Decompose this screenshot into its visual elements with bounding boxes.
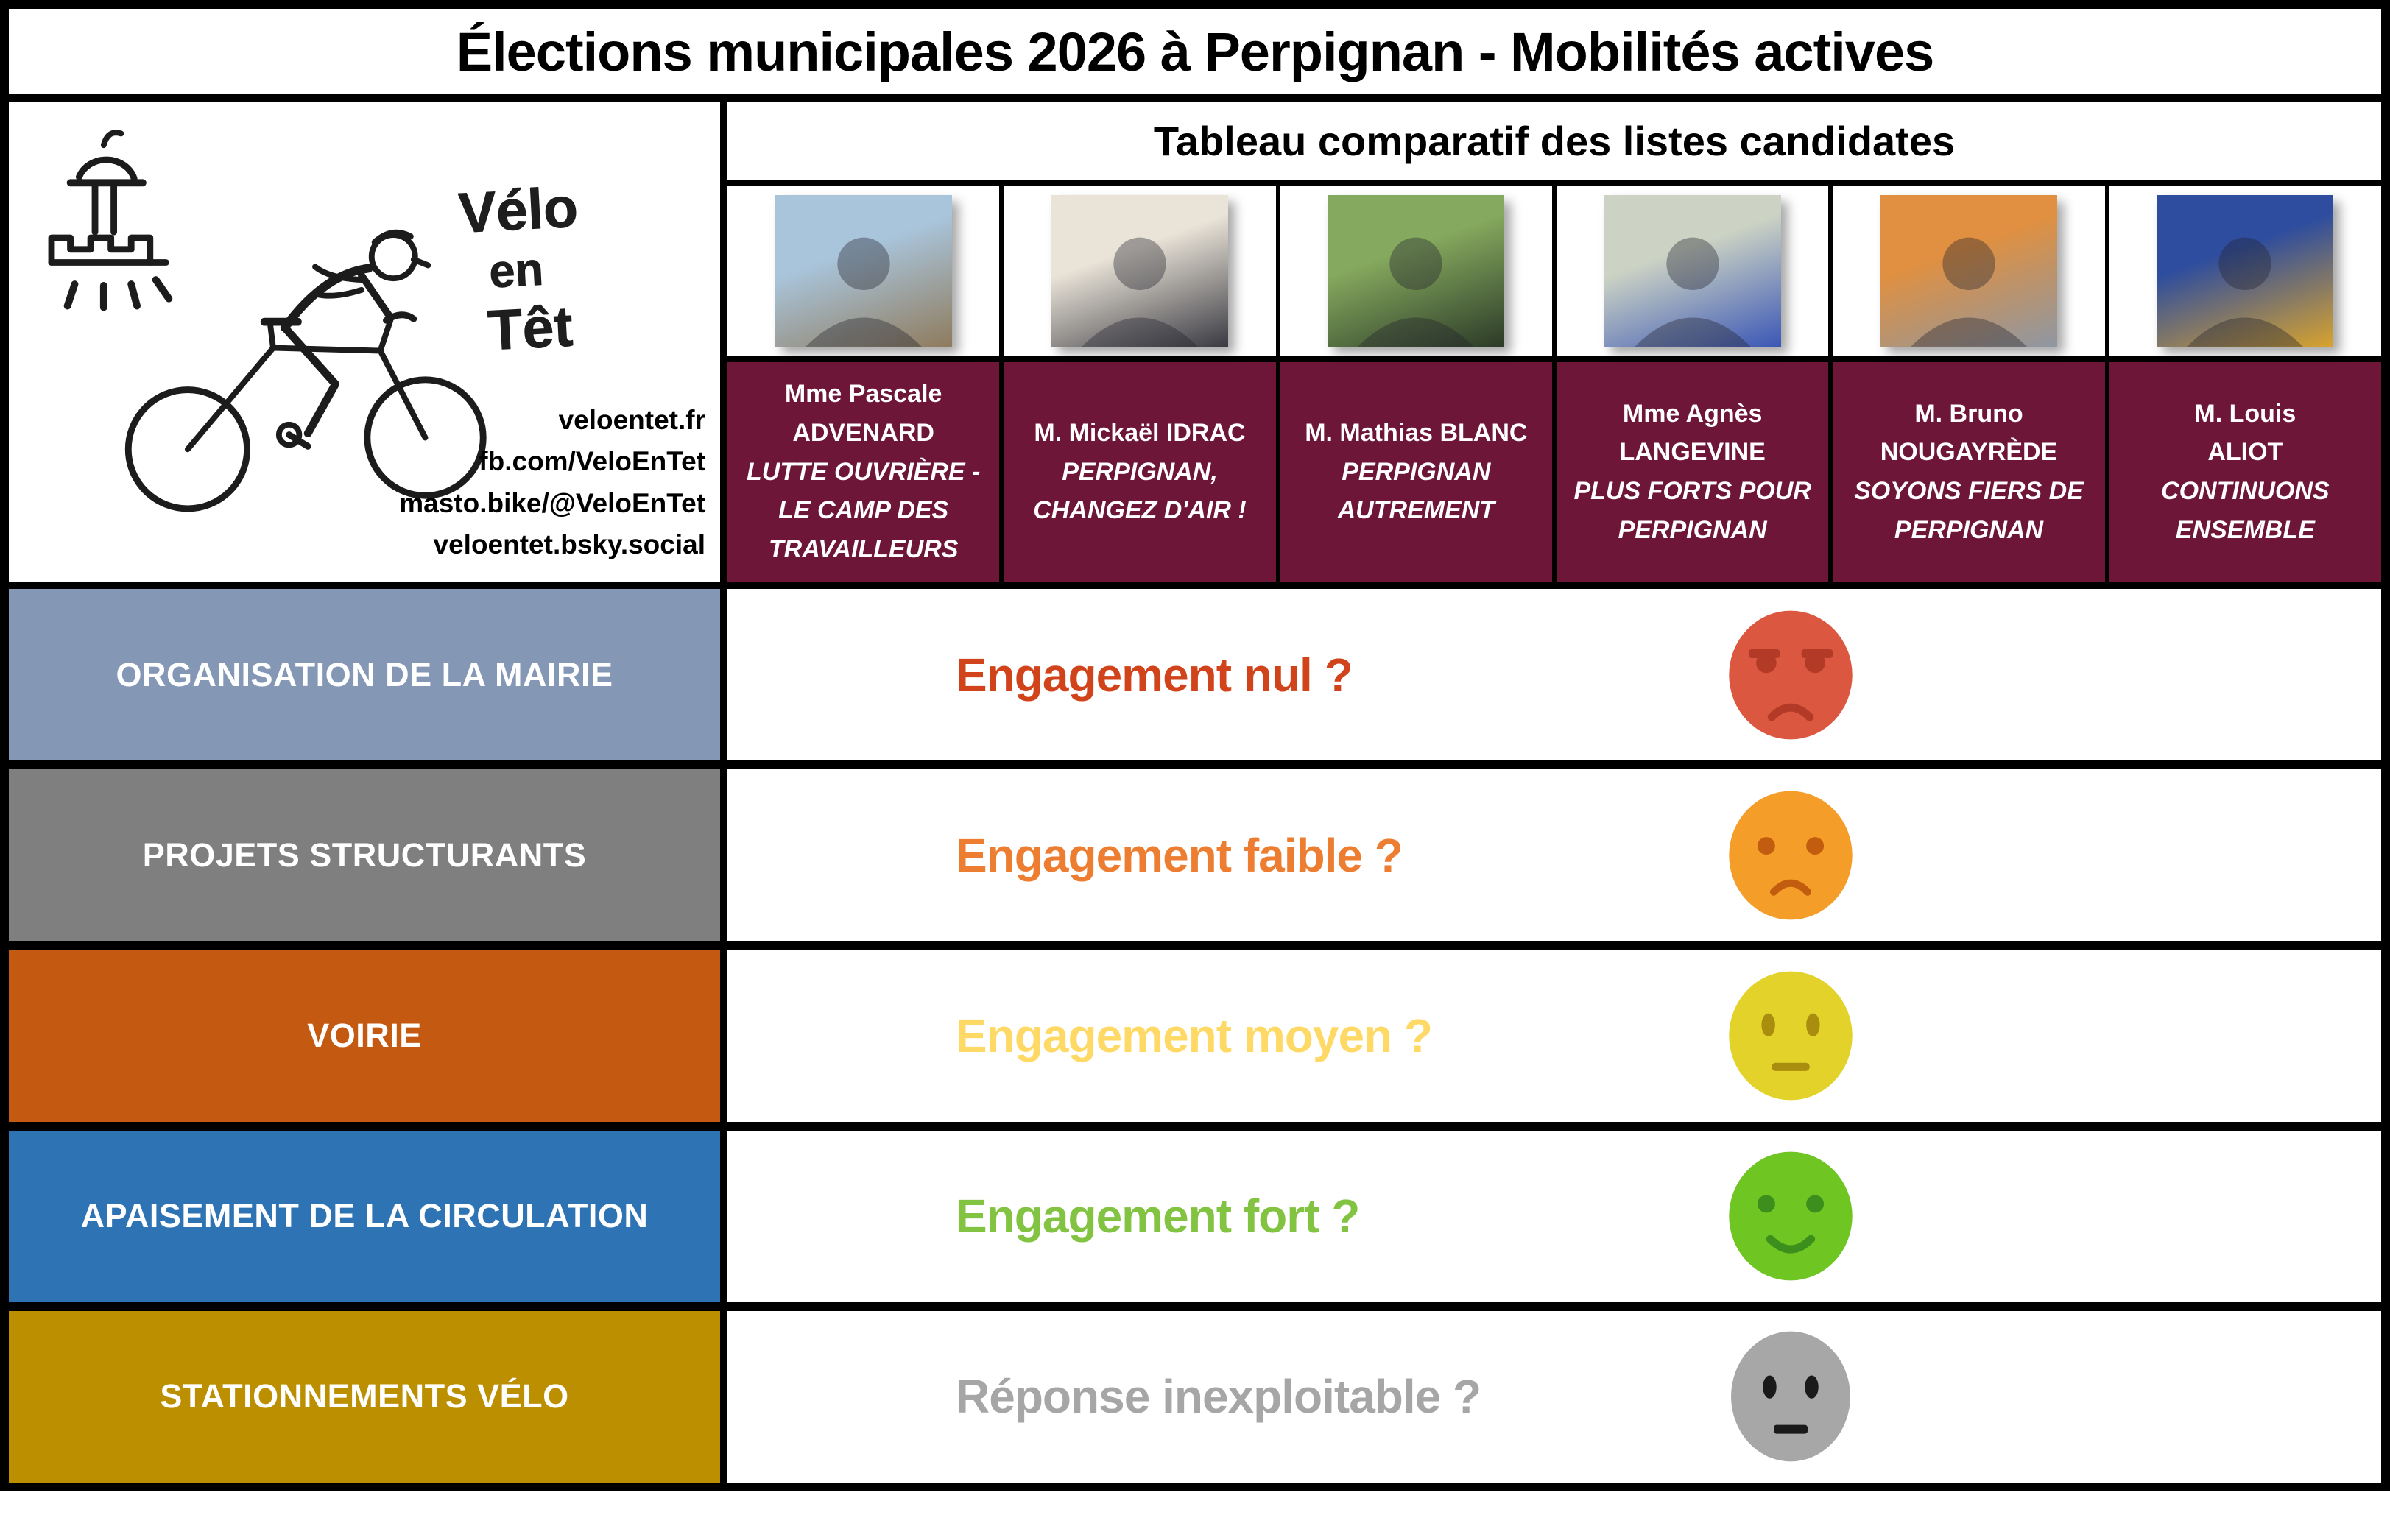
candidate-photo-row bbox=[727, 186, 2381, 356]
rating-label: Engagement moyen ? bbox=[956, 1009, 1433, 1062]
link-facebook[interactable]: fb.com/VeloEnTet bbox=[479, 446, 705, 477]
comparison-table: Élections municipales 2026 à Perpignan -… bbox=[0, 0, 2390, 1491]
candidate-photo-idrac bbox=[1051, 195, 1228, 347]
rating-label: Engagement nul ? bbox=[956, 648, 1353, 702]
legend-row-stationnements: STATIONNEMENTS VÉLO Réponse inexploitabl… bbox=[9, 1310, 2381, 1483]
candidate-header-idrac: M. Mickaël IDRAC PERPIGNAN, CHANGEZ D'AI… bbox=[1004, 362, 1276, 582]
castillet-tower-icon bbox=[48, 130, 173, 311]
logo-links: veloentet.fr fb.com/VeloEnTet masto.bike… bbox=[399, 400, 705, 565]
candidate-name: M. Bruno NOUGAYRÈDE bbox=[1880, 399, 2058, 467]
candidate-name: M. Mickaël IDRAC bbox=[1034, 418, 1246, 447]
link-bluesky[interactable]: veloentet.bsky.social bbox=[433, 529, 705, 559]
rating-legend: ORGANISATION DE LA MAIRIE Engagement nul… bbox=[9, 589, 2381, 1483]
candidate-header-nougayrede: M. Bruno NOUGAYRÈDE SOYONS FIERS DE PERP… bbox=[1833, 362, 2105, 582]
legend-row-organisation: ORGANISATION DE LA MAIRIE Engagement nul… bbox=[9, 589, 2381, 761]
logo-text-line3: Têt bbox=[487, 295, 574, 362]
candidate-list-name: PERPIGNAN AUTREMENT bbox=[1337, 457, 1495, 525]
category-label: VOIRIE bbox=[9, 950, 720, 1122]
candidate-header-advenard: Mme Pascale ADVENARD LUTTE OUVRIÈRE - LE… bbox=[727, 362, 1000, 582]
link-mastodon[interactable]: masto.bike/@VeloEnTet bbox=[399, 487, 705, 518]
candidate-photo-nougayrede bbox=[1880, 195, 2057, 347]
person-silhouette-icon bbox=[1082, 237, 1198, 347]
legend-row-projets: PROJETS STRUCTURANTS Engagement faible ? bbox=[9, 769, 2381, 942]
candidate-photo-advenard bbox=[775, 195, 952, 347]
velo-en-tet-logo: Vélo en Têt bbox=[48, 130, 579, 512]
candidate-name: Mme Pascale ADVENARD bbox=[784, 380, 942, 447]
link-website[interactable]: veloentet.fr bbox=[558, 405, 705, 436]
category-label: ORGANISATION DE LA MAIRIE bbox=[9, 589, 720, 761]
neutral-face-icon bbox=[1729, 971, 1853, 1101]
person-silhouette-icon bbox=[1358, 237, 1475, 347]
candidate-name: M. Louis ALIOT bbox=[2194, 399, 2296, 467]
person-silhouette-icon bbox=[2187, 237, 2304, 347]
candidate-list-name: PERPIGNAN, CHANGEZ D'AIR ! bbox=[1033, 457, 1247, 525]
candidate-photo-blanc bbox=[1328, 195, 1505, 347]
candidate-header-langevine: Mme Agnès LANGEVINE PLUS FORTS POUR PERP… bbox=[1557, 362, 1829, 582]
candidate-name-row: Mme Pascale ADVENARD LUTTE OUVRIÈRE - LE… bbox=[727, 362, 2381, 582]
legend-row-apaisement: APAISEMENT DE LA CIRCULATION Engagement … bbox=[9, 1130, 2381, 1302]
logo-text-line2: en bbox=[488, 244, 545, 298]
person-silhouette-icon bbox=[1634, 237, 1751, 347]
person-silhouette-icon bbox=[805, 237, 922, 347]
rating-label: Réponse inexploitable ? bbox=[956, 1370, 1481, 1424]
candidate-header-blanc: M. Mathias BLANC PERPIGNAN AUTREMENT bbox=[1280, 362, 1552, 582]
candidate-name: M. Mathias BLANC bbox=[1305, 418, 1528, 447]
candidate-header-aliot: M. Louis ALIOT CONTINUONS ENSEMBLE bbox=[2109, 362, 2381, 582]
candidate-list-name: CONTINUONS ENSEMBLE bbox=[2161, 477, 2330, 544]
logo-text-line1: Vélo bbox=[457, 176, 579, 244]
candidate-list-name: LUTTE OUVRIÈRE - LE CAMP DES TRAVAILLEUR… bbox=[746, 457, 981, 564]
smiling-face-icon bbox=[1729, 1151, 1853, 1281]
cyclist-icon bbox=[124, 229, 487, 512]
candidate-photo-aliot bbox=[2157, 195, 2334, 347]
gray-neutral-face-icon bbox=[1731, 1332, 1850, 1462]
candidate-name: Mme Agnès LANGEVINE bbox=[1619, 399, 1766, 467]
person-silhouette-icon bbox=[1911, 237, 2027, 347]
page-title: Élections municipales 2026 à Perpignan -… bbox=[9, 9, 2381, 94]
category-label: APAISEMENT DE LA CIRCULATION bbox=[9, 1130, 720, 1302]
legend-row-voirie: VOIRIE Engagement moyen ? bbox=[9, 950, 2381, 1122]
frowning-face-icon bbox=[1729, 791, 1853, 920]
rating-label: Engagement fort ? bbox=[956, 1190, 1360, 1243]
rating-label: Engagement faible ? bbox=[956, 828, 1403, 882]
logo-cell: Vélo en Têt veloentet.fr fb.com/VeloEnTe… bbox=[9, 102, 720, 582]
unamused-face-icon bbox=[1729, 610, 1853, 739]
candidate-photo-langevine bbox=[1604, 195, 1781, 347]
category-label: PROJETS STRUCTURANTS bbox=[9, 769, 720, 942]
candidate-list-name: PLUS FORTS POUR PERPIGNAN bbox=[1573, 477, 1811, 544]
comparison-table-header: Tableau comparatif des listes candidates bbox=[727, 102, 2381, 180]
category-label: STATIONNEMENTS VÉLO bbox=[9, 1310, 720, 1483]
candidate-list-name: SOYONS FIERS DE PERPIGNAN bbox=[1854, 477, 2084, 544]
